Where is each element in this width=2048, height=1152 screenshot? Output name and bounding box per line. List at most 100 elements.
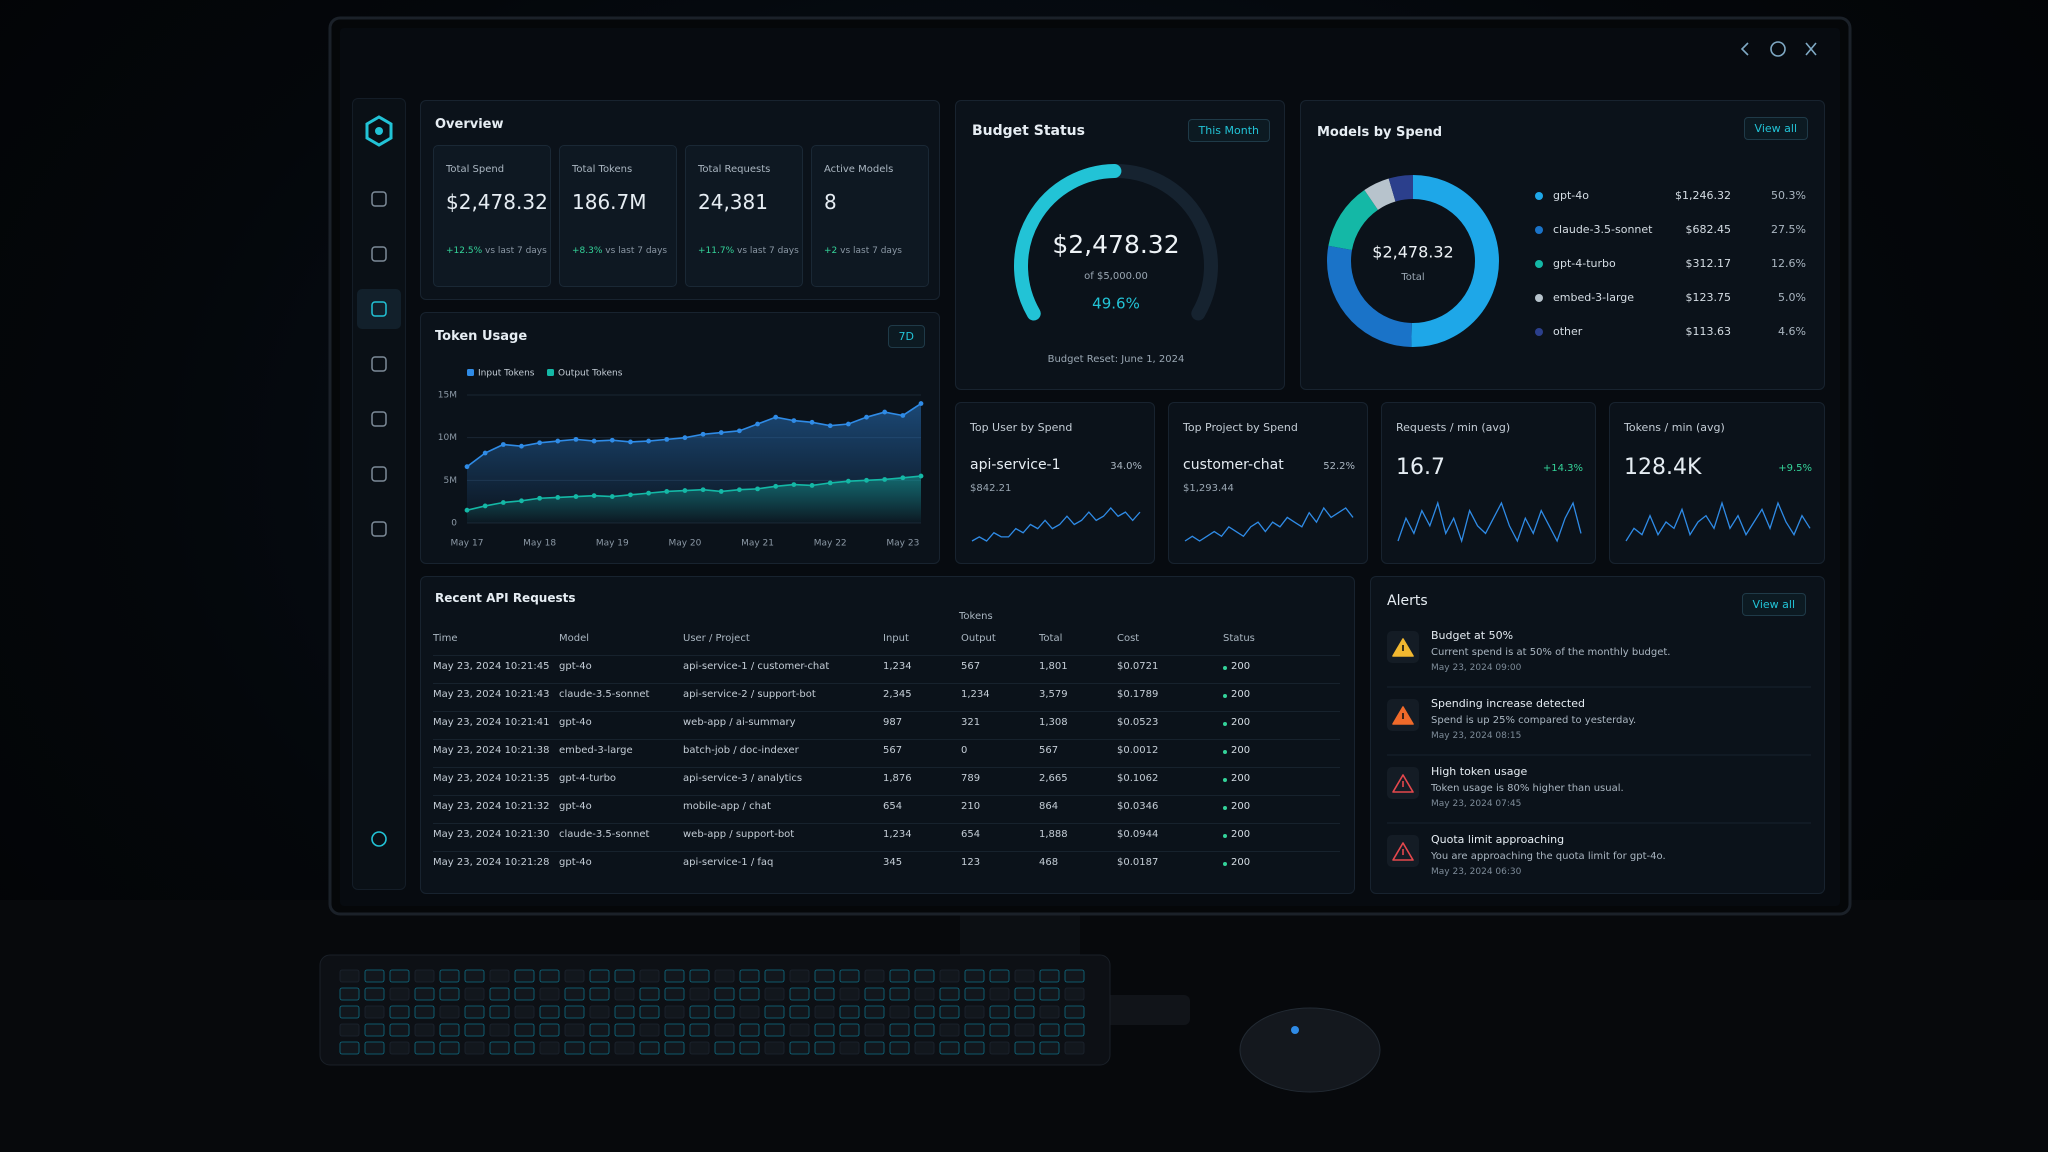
nav-icon[interactable] [371,411,387,427]
series-point [918,473,924,479]
key [389,1041,410,1055]
key [339,1005,360,1019]
series-point [464,507,470,513]
model-share: 4.6% [1778,325,1806,338]
kpi-value: api-service-1 [970,457,1061,473]
overview-panel: Overview Total Spend $2,478.32 +12.5% vs la… [420,100,940,300]
sidebar [352,98,406,890]
key [414,1023,435,1037]
chart [1740,41,1817,57]
table-cell: 1,234 [883,829,912,840]
key [514,1023,535,1037]
status-code: 200 [1231,773,1251,784]
key [414,987,435,1001]
key [939,1005,960,1019]
series-point [519,443,524,449]
key [764,1005,785,1019]
alert-title: Quota limit approaching [1431,833,1565,846]
status-code: 200 [1231,829,1251,840]
stat-label: Total Spend [446,164,505,175]
stat-change: +11.7% vs last 7 days [698,246,799,256]
mouse [1239,1007,1381,1093]
model-spend: $1,246.32 [1675,189,1731,202]
key [614,987,635,1001]
key [514,987,535,1001]
chart [357,115,401,847]
key [964,1005,985,1019]
key [1064,1005,1085,1019]
key [464,1041,485,1055]
legend-dot [1535,226,1543,234]
nav-icon[interactable] [371,356,387,372]
series-point [773,414,779,420]
key [689,987,710,1001]
legend-label: Input Tokens [478,369,535,379]
key [914,987,935,1001]
panel-title: Overview [435,117,504,132]
table-cell: 345 [883,857,903,868]
logo [365,115,393,147]
key [889,987,910,1001]
chart: 0 5M 10M 15M May 17 May 18 May 19 May 20 May 21 M… [438,369,924,549]
key [864,1005,885,1019]
key [764,1041,785,1055]
series-point [628,439,633,445]
column-header: Total [1039,633,1063,644]
key [739,1005,760,1019]
series-point [555,438,561,444]
key [689,1005,710,1019]
key [614,1005,635,1019]
key [364,1041,385,1055]
table-cell: 1,308 [1039,717,1068,728]
nav-icon[interactable] [371,246,387,262]
key [814,1023,835,1037]
key [839,987,860,1001]
row-divider [433,711,1340,712]
key [964,969,985,983]
settings-icon[interactable] [371,831,387,847]
key [739,987,760,1001]
table-cell: 2,665 [1039,773,1068,784]
key [714,969,735,983]
key [764,1023,785,1037]
key [639,987,660,1001]
status-code: 200 [1231,801,1251,812]
panel-title: Recent API Requests [435,591,576,605]
kpi-sub: $1,293.44 [1183,483,1234,494]
table-cell: claude-3.5-sonnet [559,689,650,700]
key [789,1041,810,1055]
key [464,987,485,1001]
stat-label: Total Tokens [572,164,633,175]
series-point [737,487,742,493]
x-tick-label: May 17 [451,539,484,549]
series-point [646,438,651,444]
key [589,1041,610,1055]
model-spend: $113.63 [1686,325,1732,338]
period-filter[interactable]: This Month [1187,119,1270,142]
key [1039,1005,1060,1019]
table-cell: 789 [961,773,981,784]
range-filter[interactable]: 7D [887,325,925,348]
nav-icon[interactable] [371,191,387,207]
view-all-button[interactable]: View all [1743,117,1808,140]
sparkline [1397,500,1582,544]
screen: Overview Total Spend $2,478.32 +12.5% vs la… [340,28,1840,906]
series-point [791,418,797,423]
kpi-title: Top User by Spend [970,421,1073,434]
key [939,1041,960,1055]
mouse-light [1291,1026,1299,1034]
nav-icon[interactable] [371,466,387,482]
kpi-card: Requests / min (avg) 16.7 +14.3% [1381,402,1596,564]
key [1014,1005,1035,1019]
key [1039,969,1060,983]
series-point [609,494,615,499]
nav-icon[interactable] [371,301,387,317]
sparkline [971,507,1141,542]
table-cell: 654 [961,829,981,840]
nav-icon[interactable] [371,521,387,537]
series-point [718,430,724,435]
view-all-button[interactable]: View all [1741,593,1806,616]
series-point [809,419,815,425]
kpi-title: Top Project by Spend [1183,421,1298,434]
table-cell: 0 [961,745,968,756]
